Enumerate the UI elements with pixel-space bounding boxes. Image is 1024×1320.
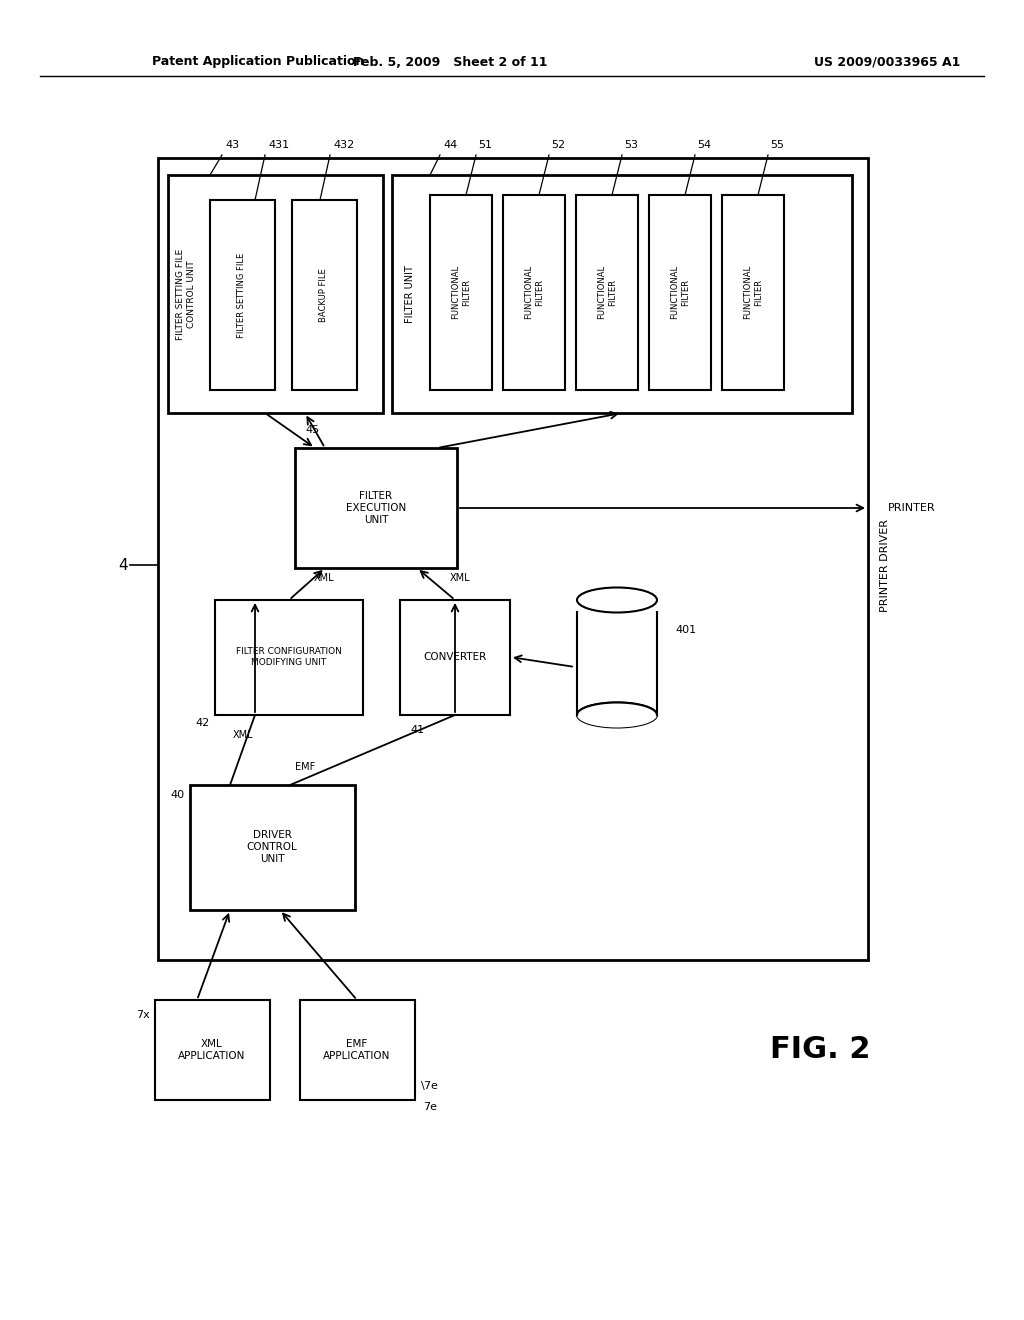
Bar [158, 158, 868, 960]
Ellipse shape [577, 587, 657, 612]
Text: FILTER
EXECUTION
UNIT: FILTER EXECUTION UNIT [346, 491, 407, 524]
Text: XML: XML [232, 730, 253, 741]
Text: EMF
APPLICATION: EMF APPLICATION [324, 1039, 391, 1061]
Text: 53: 53 [624, 140, 638, 150]
Text: EMF: EMF [295, 762, 315, 772]
Text: 432: 432 [333, 140, 354, 150]
Bar [503, 195, 565, 389]
Text: 401: 401 [675, 624, 696, 635]
Text: 44: 44 [443, 140, 458, 150]
Text: PRINTER: PRINTER [888, 503, 936, 513]
Text: US 2009/0033965 A1: US 2009/0033965 A1 [814, 55, 961, 69]
Text: 52: 52 [551, 140, 565, 150]
Text: $\backslash$7e: $\backslash$7e [420, 1078, 439, 1092]
Text: Feb. 5, 2009   Sheet 2 of 11: Feb. 5, 2009 Sheet 2 of 11 [352, 55, 547, 69]
Text: 4: 4 [119, 557, 128, 573]
Text: CONVERTER: CONVERTER [423, 652, 486, 663]
Text: FILTER UNIT: FILTER UNIT [406, 265, 415, 323]
Text: FILTER SETTING FILE
CONTROL UNIT: FILTER SETTING FILE CONTROL UNIT [176, 248, 196, 339]
Text: 42: 42 [196, 718, 210, 729]
Bar [649, 195, 711, 389]
Text: FUNCTIONAL
FILTER: FUNCTIONAL FILTER [671, 265, 690, 319]
Bar [300, 1001, 415, 1100]
Text: FILTER SETTING FILE: FILTER SETTING FILE [238, 252, 247, 338]
Text: XML: XML [313, 573, 334, 583]
Text: 43: 43 [225, 140, 240, 150]
Ellipse shape [577, 702, 657, 727]
Bar [295, 447, 457, 568]
Text: FUNCTIONAL
FILTER: FUNCTIONAL FILTER [452, 265, 471, 319]
Bar [155, 1001, 270, 1100]
Text: FUNCTIONAL
FILTER: FUNCTIONAL FILTER [597, 265, 616, 319]
Bar [292, 201, 357, 389]
Bar [215, 601, 362, 715]
Text: XML
APPLICATION: XML APPLICATION [178, 1039, 246, 1061]
Bar [400, 601, 510, 715]
Text: 55: 55 [770, 140, 784, 150]
Text: 431: 431 [268, 140, 289, 150]
Bar [190, 785, 355, 909]
Text: Patent Application Publication: Patent Application Publication [152, 55, 365, 69]
Text: 45: 45 [305, 425, 319, 436]
Text: FUNCTIONAL
FILTER: FUNCTIONAL FILTER [743, 265, 763, 319]
Bar [210, 201, 275, 389]
Bar [168, 176, 383, 413]
Text: XML: XML [450, 573, 470, 583]
Bar [430, 195, 492, 389]
Text: 7e: 7e [423, 1102, 437, 1111]
Bar [575, 195, 638, 389]
Text: 51: 51 [478, 140, 492, 150]
Text: DRIVER
CONTROL
UNIT: DRIVER CONTROL UNIT [247, 830, 297, 863]
Text: BACKUP FILE: BACKUP FILE [319, 268, 329, 322]
Text: 7x: 7x [136, 1010, 150, 1020]
Text: 40: 40 [171, 789, 185, 800]
Text: FUNCTIONAL
FILTER: FUNCTIONAL FILTER [524, 265, 544, 319]
Bar [392, 176, 852, 413]
Text: 54: 54 [697, 140, 711, 150]
Text: FILTER CONFIGURATION
MODIFYING UNIT: FILTER CONFIGURATION MODIFYING UNIT [237, 647, 342, 667]
Text: 41: 41 [410, 725, 424, 735]
Text: FIG. 2: FIG. 2 [770, 1035, 870, 1064]
Text: PRINTER DRIVER: PRINTER DRIVER [880, 519, 890, 611]
Ellipse shape [577, 702, 657, 727]
Bar [722, 195, 784, 389]
